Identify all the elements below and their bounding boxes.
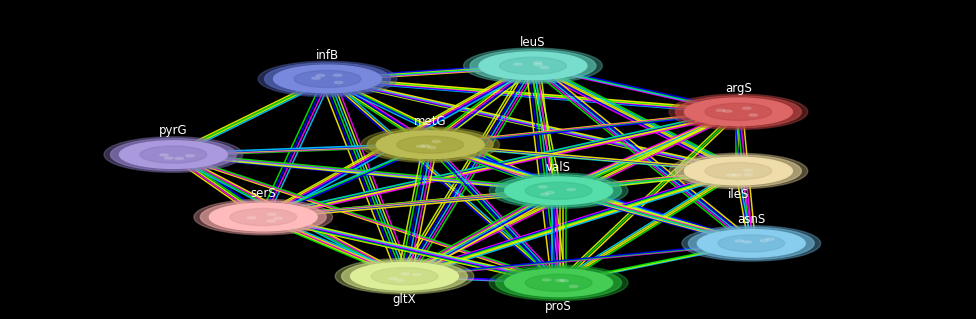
Text: ileS: ileS: [728, 188, 750, 201]
Circle shape: [684, 98, 793, 126]
Circle shape: [670, 94, 808, 130]
Text: valS: valS: [547, 161, 571, 174]
Circle shape: [361, 127, 500, 162]
Circle shape: [350, 263, 459, 290]
Circle shape: [682, 226, 821, 261]
Circle shape: [175, 157, 183, 160]
Circle shape: [697, 230, 805, 257]
Circle shape: [200, 201, 326, 233]
Circle shape: [500, 57, 566, 74]
Circle shape: [760, 240, 768, 242]
Circle shape: [194, 199, 333, 235]
Text: argS: argS: [725, 82, 752, 95]
Circle shape: [525, 182, 592, 199]
Circle shape: [733, 174, 741, 176]
Circle shape: [335, 258, 474, 294]
Text: serS: serS: [251, 187, 276, 200]
Circle shape: [744, 174, 752, 176]
Circle shape: [273, 217, 282, 219]
Circle shape: [229, 209, 297, 226]
Circle shape: [264, 63, 390, 95]
Circle shape: [294, 70, 361, 87]
Circle shape: [513, 63, 522, 65]
Circle shape: [534, 63, 543, 66]
Circle shape: [470, 50, 596, 82]
Circle shape: [119, 141, 227, 168]
Circle shape: [104, 137, 243, 172]
Circle shape: [489, 173, 628, 209]
Circle shape: [539, 186, 548, 188]
Text: metG: metG: [414, 115, 447, 128]
Circle shape: [567, 189, 576, 191]
Text: pyrG: pyrG: [159, 124, 187, 137]
Text: gltX: gltX: [392, 293, 417, 306]
Circle shape: [479, 52, 587, 79]
Circle shape: [541, 193, 549, 196]
Circle shape: [464, 48, 602, 84]
Circle shape: [723, 110, 732, 112]
Circle shape: [540, 66, 549, 69]
Circle shape: [744, 169, 752, 171]
Circle shape: [413, 273, 421, 276]
Circle shape: [311, 77, 320, 79]
Circle shape: [185, 155, 194, 157]
Circle shape: [258, 61, 397, 97]
Circle shape: [395, 279, 404, 282]
Circle shape: [165, 157, 173, 159]
Circle shape: [505, 269, 613, 297]
Circle shape: [684, 157, 793, 185]
Circle shape: [670, 153, 808, 189]
Circle shape: [716, 109, 725, 111]
Circle shape: [335, 81, 343, 84]
Text: infB: infB: [316, 49, 339, 62]
Text: proS: proS: [546, 300, 572, 313]
Circle shape: [247, 217, 256, 219]
Circle shape: [496, 267, 622, 299]
Circle shape: [342, 260, 468, 292]
Circle shape: [749, 114, 757, 116]
Circle shape: [534, 62, 543, 64]
Circle shape: [705, 103, 772, 120]
Circle shape: [489, 265, 628, 300]
Circle shape: [569, 285, 578, 287]
Circle shape: [743, 241, 752, 243]
Circle shape: [110, 138, 236, 171]
Circle shape: [401, 273, 410, 275]
Circle shape: [367, 129, 493, 161]
Circle shape: [525, 274, 592, 291]
Circle shape: [743, 107, 752, 109]
Circle shape: [543, 279, 551, 281]
Circle shape: [546, 191, 554, 194]
Circle shape: [273, 65, 382, 93]
Circle shape: [397, 136, 464, 153]
Circle shape: [267, 213, 276, 215]
Circle shape: [140, 146, 207, 163]
Circle shape: [675, 96, 801, 128]
Circle shape: [316, 74, 325, 77]
Circle shape: [422, 145, 429, 147]
Circle shape: [726, 174, 735, 176]
Circle shape: [496, 174, 622, 207]
Circle shape: [555, 279, 564, 282]
Circle shape: [766, 238, 774, 240]
Circle shape: [388, 278, 397, 280]
Circle shape: [371, 268, 438, 285]
Text: leuS: leuS: [520, 36, 546, 49]
Circle shape: [688, 227, 814, 259]
Circle shape: [209, 203, 317, 231]
Circle shape: [333, 74, 342, 76]
Circle shape: [266, 220, 275, 222]
Text: asnS: asnS: [737, 213, 765, 226]
Circle shape: [432, 140, 440, 143]
Circle shape: [675, 155, 801, 187]
Circle shape: [560, 279, 568, 282]
Circle shape: [717, 235, 785, 252]
Circle shape: [160, 154, 168, 156]
Circle shape: [735, 240, 744, 242]
Circle shape: [377, 131, 484, 159]
Circle shape: [417, 145, 425, 147]
Circle shape: [505, 177, 613, 204]
Circle shape: [427, 146, 436, 149]
Circle shape: [705, 162, 772, 180]
